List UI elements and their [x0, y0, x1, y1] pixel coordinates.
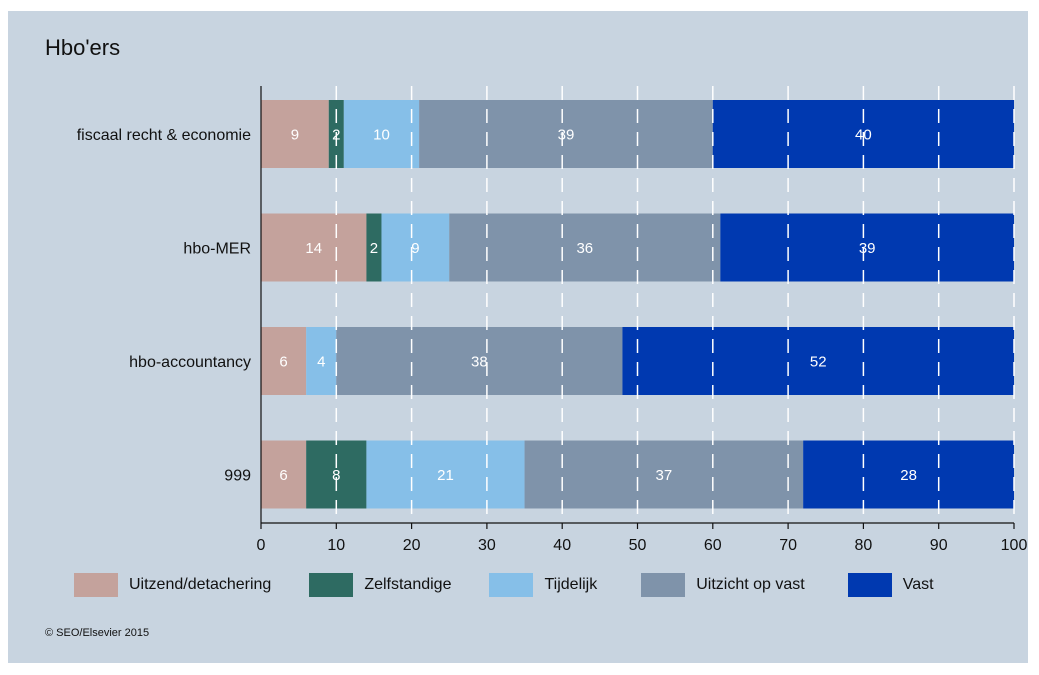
data-label: 4 — [317, 354, 325, 371]
data-label: 21 — [437, 467, 454, 484]
category-label: fiscaal recht & economie — [77, 127, 251, 144]
data-label: 6 — [279, 467, 287, 484]
legend-swatch — [74, 573, 118, 597]
bar-segment — [306, 327, 337, 395]
bar-segment — [261, 327, 307, 395]
bar-segment — [366, 213, 382, 282]
x-tick-label: 70 — [779, 537, 797, 554]
legend-item: Uitzend/detachering — [74, 573, 271, 597]
bar-segment — [622, 327, 1014, 395]
data-label: 37 — [656, 467, 673, 484]
x-tick-label: 60 — [704, 537, 722, 554]
legend-label: Uitzend/detachering — [129, 576, 272, 593]
chart-panel: Hbo'ers 92103940fiscaal recht & economie… — [8, 11, 1028, 663]
data-label: 6 — [279, 354, 287, 371]
x-tick-label: 20 — [403, 537, 421, 554]
legend-item: Tijdelijk — [489, 573, 597, 597]
bar-segment — [803, 440, 1014, 509]
legend-swatch — [641, 573, 686, 597]
source-credit: © SEO/Elsevier 2015 — [45, 627, 150, 639]
chart-legend: Uitzend/detachering Zelfstandige Tijdelijk… — [74, 573, 934, 597]
x-tick-label: 10 — [327, 537, 345, 554]
bar-segment — [419, 100, 713, 168]
bar-segment — [336, 327, 623, 395]
legend-item: Uitzicht op vast — [641, 573, 805, 597]
x-tick-label: 40 — [553, 537, 571, 554]
data-label: 2 — [370, 240, 378, 257]
legend-label: Vast — [902, 576, 934, 593]
data-label: 9 — [291, 127, 299, 144]
x-tick-label: 30 — [478, 537, 496, 554]
category-label: hbo-MER — [183, 241, 251, 258]
category-label: 999 — [224, 468, 251, 485]
bar-segment — [261, 213, 367, 282]
bar-segment — [343, 100, 420, 168]
legend-item: Vast — [847, 573, 934, 597]
data-label: 10 — [373, 127, 390, 144]
x-tick-label: 100 — [1001, 537, 1028, 554]
data-label: 9 — [411, 240, 419, 257]
data-label: 28 — [900, 467, 917, 484]
bar-segment — [381, 213, 450, 282]
x-tick-label: 90 — [930, 537, 948, 554]
data-label: 8 — [332, 467, 340, 484]
legend-swatch — [847, 573, 892, 597]
bar-segment — [720, 213, 1014, 282]
data-label: 39 — [859, 240, 876, 257]
x-tick-label: 50 — [629, 537, 647, 554]
bar-segment — [524, 440, 804, 509]
legend-swatch — [489, 573, 534, 597]
legend-label: Zelfstandige — [364, 576, 452, 593]
category-label: hbo-accountancy — [129, 354, 251, 371]
legend-label: Uitzicht op vast — [696, 576, 805, 593]
x-tick-label: 80 — [855, 537, 873, 554]
bar-segment — [449, 213, 721, 282]
legend-item: Zelfstandige — [309, 573, 451, 597]
bar-segment — [261, 440, 307, 509]
x-tick-label: 0 — [257, 537, 266, 554]
chart-title: Hbo'ers — [45, 35, 121, 60]
data-label: 52 — [810, 354, 827, 371]
stacked-bar-chart: 9 21 0 39 40 fiscaal recht & economie 14 2 9 36 39… — [77, 86, 1028, 554]
legend-label: Tijdelijk — [544, 576, 598, 593]
data-label: 14 — [305, 240, 322, 257]
bar-segment — [261, 100, 329, 168]
bar-segment — [306, 440, 367, 509]
legend-swatch — [309, 573, 354, 597]
data-label: 39 — [558, 127, 575, 144]
bar-segment — [366, 440, 525, 509]
data-label: 36 — [576, 240, 593, 257]
data-label: 38 — [471, 354, 488, 371]
